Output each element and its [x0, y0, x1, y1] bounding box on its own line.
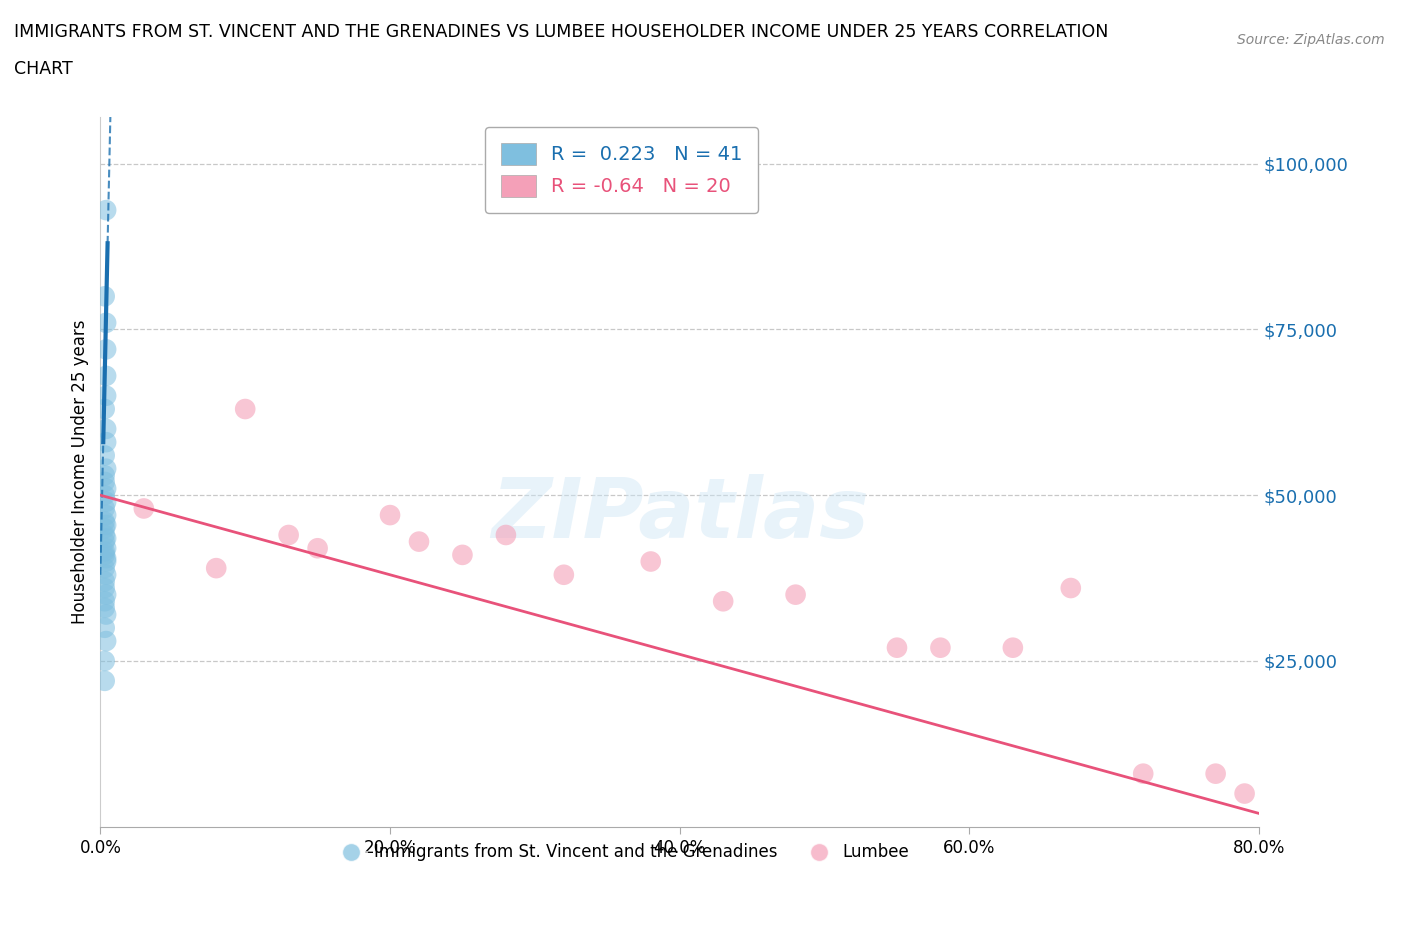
Point	[93, 534, 115, 549]
Point	[94, 481, 117, 496]
Point	[886, 640, 908, 655]
Point	[93, 580, 115, 595]
Point	[93, 474, 115, 489]
Point	[93, 514, 115, 529]
Point	[93, 574, 115, 589]
Point	[93, 448, 115, 463]
Point	[929, 640, 952, 655]
Point	[93, 544, 115, 559]
Point	[93, 561, 115, 576]
Point	[94, 531, 117, 546]
Point	[93, 468, 115, 483]
Point	[1233, 786, 1256, 801]
Point	[378, 508, 401, 523]
Point	[93, 673, 115, 688]
Legend: Immigrants from St. Vincent and the Grenadines, Lumbee: Immigrants from St. Vincent and the Gren…	[328, 837, 917, 868]
Point	[408, 534, 430, 549]
Point	[1060, 580, 1083, 595]
Point	[94, 508, 117, 523]
Point	[277, 527, 299, 542]
Point	[94, 495, 117, 510]
Text: CHART: CHART	[14, 60, 73, 78]
Point	[495, 527, 517, 542]
Point	[94, 567, 117, 582]
Point	[205, 561, 228, 576]
Point	[93, 527, 115, 542]
Point	[94, 315, 117, 330]
Text: IMMIGRANTS FROM ST. VINCENT AND THE GRENADINES VS LUMBEE HOUSEHOLDER INCOME UNDE: IMMIGRANTS FROM ST. VINCENT AND THE GREN…	[14, 23, 1108, 41]
Point	[640, 554, 662, 569]
Point	[307, 541, 329, 556]
Point	[94, 541, 117, 556]
Point	[94, 607, 117, 622]
Point	[785, 587, 807, 602]
Text: ZIPatlas: ZIPatlas	[491, 474, 869, 555]
Point	[94, 342, 117, 357]
Point	[93, 654, 115, 669]
Point	[93, 601, 115, 616]
Point	[94, 551, 117, 565]
Point	[132, 501, 155, 516]
Point	[94, 554, 117, 569]
Point	[93, 521, 115, 536]
Point	[93, 289, 115, 304]
Point	[711, 594, 734, 609]
Point	[94, 633, 117, 648]
Point	[1001, 640, 1024, 655]
Point	[93, 548, 115, 563]
Point	[94, 368, 117, 383]
Point	[1205, 766, 1227, 781]
Point	[93, 594, 115, 609]
Point	[233, 402, 256, 417]
Point	[451, 548, 474, 563]
Point	[94, 389, 117, 404]
Y-axis label: Householder Income Under 25 years: Householder Income Under 25 years	[72, 320, 89, 624]
Point	[93, 402, 115, 417]
Point	[93, 620, 115, 635]
Point	[94, 518, 117, 533]
Point	[94, 421, 117, 436]
Point	[1132, 766, 1154, 781]
Point	[94, 434, 117, 449]
Point	[94, 203, 117, 218]
Point	[94, 587, 117, 602]
Point	[93, 501, 115, 516]
Point	[94, 461, 117, 476]
Point	[93, 487, 115, 502]
Point	[553, 567, 575, 582]
Text: Source: ZipAtlas.com: Source: ZipAtlas.com	[1237, 33, 1385, 46]
